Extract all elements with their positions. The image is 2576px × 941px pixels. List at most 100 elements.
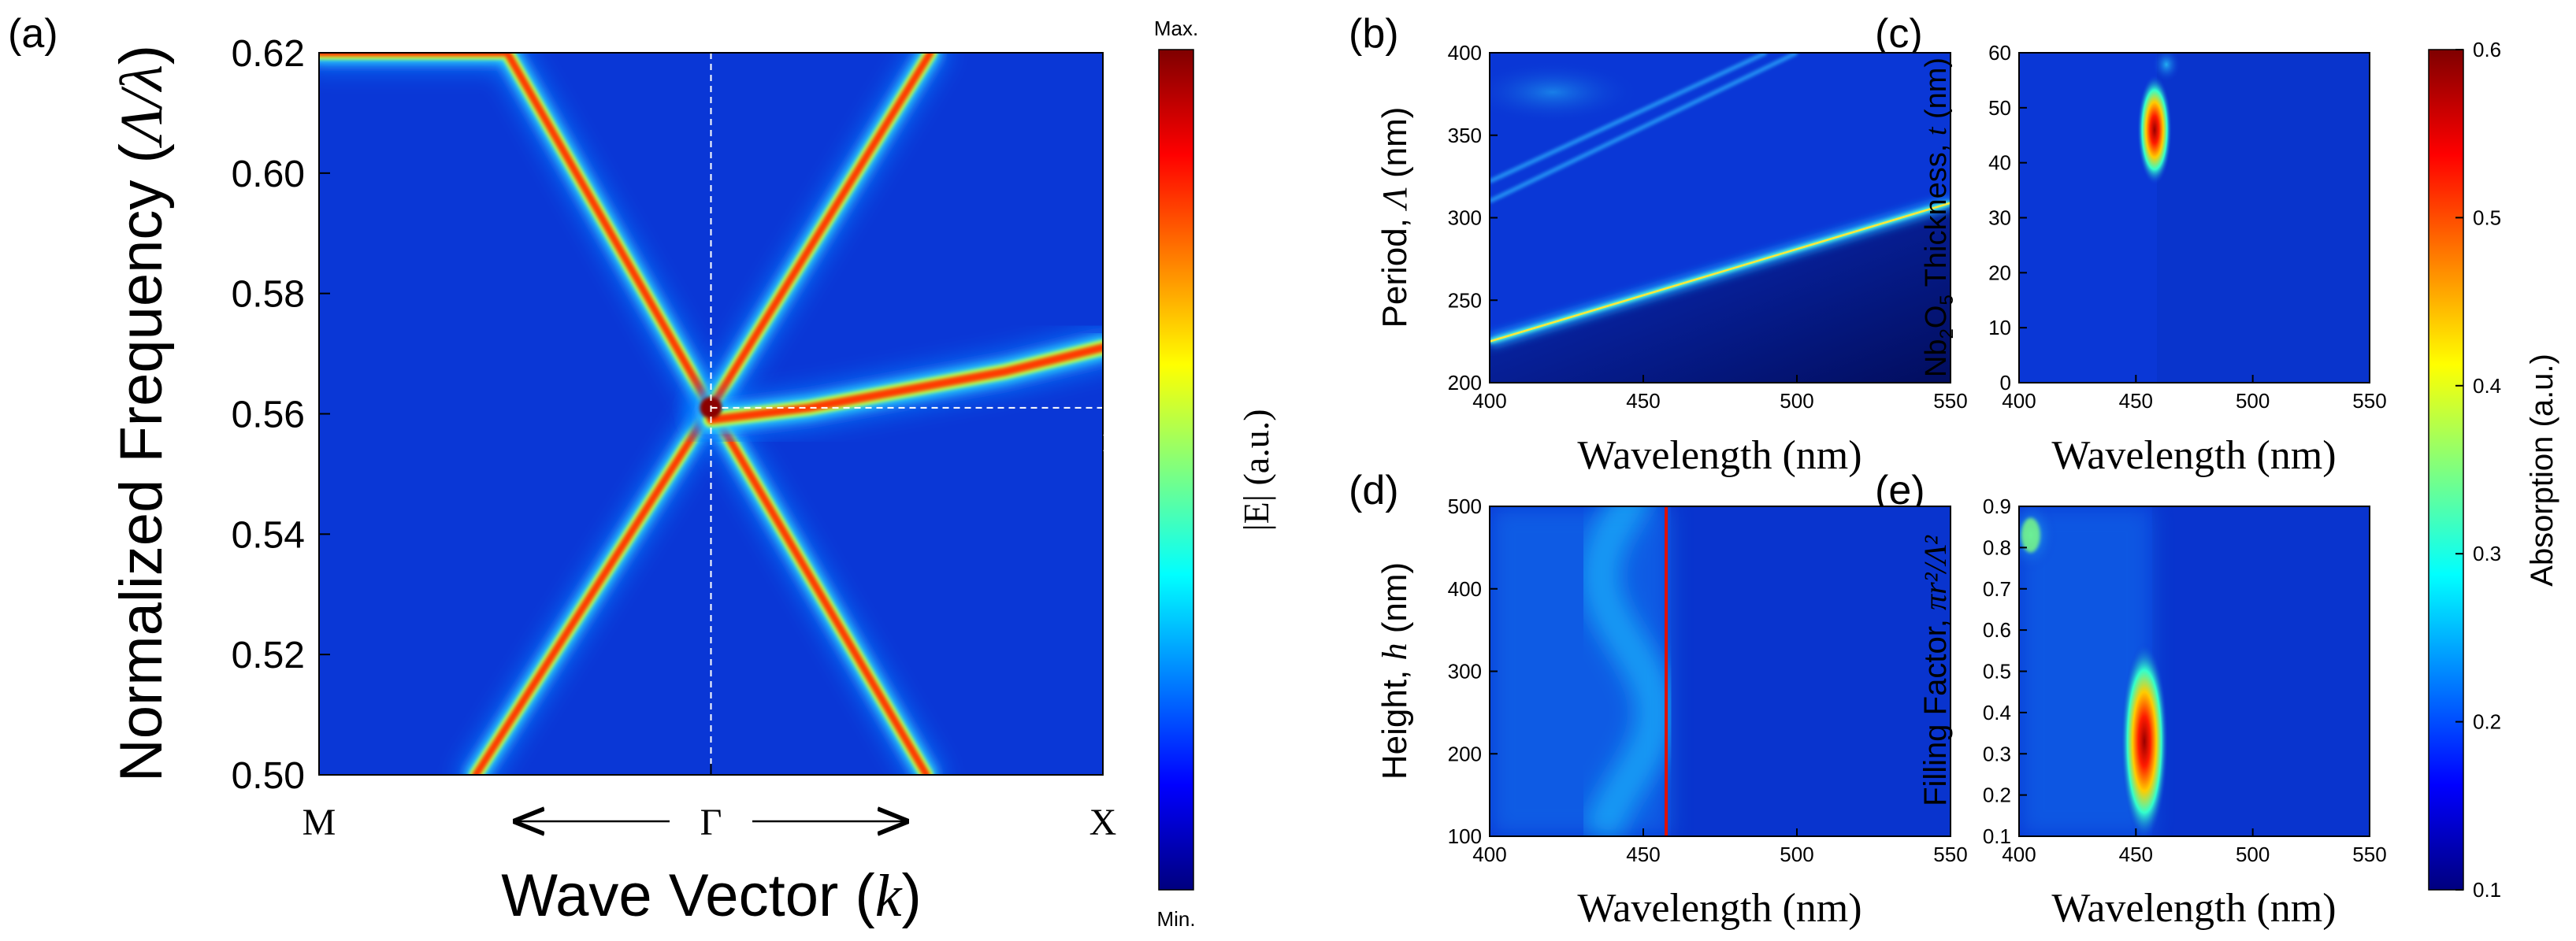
panel-b-ticks: 400 450 500 550 200 250 300 350 400 [1448,41,1968,413]
y-tick-label: 500 [1448,495,1482,518]
panel-a-x-tick-label: X [1089,802,1117,843]
y-tick-label: 0.6 [1983,618,2011,642]
panel-e-hotspot [2121,642,2169,836]
panel-b-resonance-core [1490,202,1951,343]
y-tick-label: 20 [1988,261,2011,284]
y-tick-label: 0.7 [1983,577,2011,601]
x-tick-label: 550 [1933,843,1967,866]
y-tick-label: 100 [1448,824,1482,848]
y-tick-label: 250 [1448,288,1482,312]
panel-c-y-axis-label: Nb2O5 Thickness, t (nm) [1920,57,1958,377]
y-tick-label: 50 [1988,96,2011,120]
panel-b-faint-line [1490,53,1798,203]
x-tick-label: 450 [1626,843,1660,866]
panel-label-d: (d) [1349,468,1399,513]
panel-c-darker-right [2157,53,2370,383]
panel-c-x-axis-label: Wavelength (nm) [2051,433,2336,478]
panel-e-darker-right [2152,506,2370,836]
panel-a-colorbar-label: |E| (a.u.) [1236,409,1276,531]
panel-a-x-tick-label: M [303,802,336,843]
panel-e-ticks: 400 450 500 550 0.1 0.2 0.3 0.4 0.5 0.6 0.7 0.8 0.9 [1983,495,2387,866]
panel-a-y-ticks: 0.50 0.52 0.54 0.56 0.58 0.60 0.62 [232,33,330,797]
y-tick-label: 400 [1448,577,1482,601]
panel-d-darker-right [1671,506,1951,836]
panel-d-y-axis-label: Height, h (nm) [1375,562,1414,780]
x-tick-label: 500 [1780,843,1813,866]
x-tick-label: 500 [1780,389,1813,413]
x-tick-label: 500 [2236,843,2270,866]
panel-a-y-tick-label: 0.58 [232,274,305,316]
panel-a-y-tick-label: 0.56 [232,395,305,436]
x-tick-label: 550 [2352,843,2386,866]
y-tick-label: 0.8 [1983,535,2011,559]
x-tick-label: 500 [2236,389,2270,413]
panel-b: 400 450 500 550 200 250 300 350 400 Wavelength (… [1375,41,1968,478]
band-left-rising-layer-3 [472,404,715,775]
panel-d-left-haze [1490,506,1672,836]
colorbar-tick-label: 0.6 [2473,38,2501,61]
panel-c-features [2137,53,2370,383]
band-right-rising-upper-layer-3 [707,53,934,412]
colorbar-tick-label: 0.2 [2473,710,2501,734]
absorption-colorbar-ticks: 0.1 0.2 0.3 0.4 0.5 0.6 [2455,38,2501,902]
x-tick-label: 550 [2352,389,2386,413]
panel-b-y-axis-label: Period, Λ (nm) [1375,107,1414,328]
y-tick-label: 60 [1988,41,2011,65]
panel-a-y-tick-label: 0.62 [232,33,305,75]
colorbar-tick-label: 0.3 [2473,542,2501,565]
panel-a-y-tick-label: 0.52 [232,635,305,676]
colorbar-tick-label: 0.1 [2473,878,2501,902]
panel-e-features [2019,506,2370,836]
x-tick-label: 550 [1933,389,1967,413]
y-tick-label: 0.9 [1983,495,2011,518]
panel-a-y-tick-label: 0.50 [232,755,305,797]
y-tick-label: 0.1 [1983,824,2011,848]
y-tick-label: 300 [1448,660,1482,684]
panel-label-c: (c) [1875,11,1923,57]
x-tick-label: 400 [2002,843,2036,866]
panel-d-ticks: 400 450 500 550 100 200 300 400 500 [1448,495,1968,866]
panel-c-plot-area [2019,53,2370,383]
panel-a-bands [319,53,1103,775]
panel-e: 400 450 500 5500.10.20.30.40.50.60.70.80.9 … [1917,495,2387,931]
y-tick-label: 0.3 [1983,742,2011,765]
panel-e-corner-core [2021,517,2040,553]
panel-e-y-axis-label: Filling Factor, πr²/Λ² [1917,535,1953,806]
panel-d-features [1490,506,1951,836]
panel-b-features [1490,53,1951,383]
panel-a-y-tick-label: 0.54 [232,514,305,556]
x-tick-label: 450 [1626,389,1660,413]
panel-d-x-axis-label: Wavelength (nm) [1577,886,1861,931]
x-tick-label: 400 [2002,389,2036,413]
panel-c: 400 450 500 550 0 10 20 30 40 50 60 Wavelength (nm… [1920,41,2387,478]
colorbar-tick-label: 0.4 [2473,374,2501,398]
panel-b-corner-glow [1490,61,1639,124]
y-tick-label: 300 [1448,206,1482,230]
colorbar-tick-label: 0.5 [2473,206,2501,229]
x-tick-label: 400 [1472,843,1506,866]
panel-d: 400 450 500 550 100 200 300 400 500 Wavelength (… [1375,495,1968,931]
x-tick-label: 450 [2119,843,2153,866]
panel-b-x-axis-label: Wavelength (nm) [1577,433,1861,478]
y-tick-label: 30 [1988,206,2011,230]
panel-a-colorbar [1158,49,1194,891]
panel-label-b: (b) [1349,11,1399,57]
band-flat-gamma1-layer-3 [707,343,1103,424]
absorption-colorbar-label: Absorption (a.u.) [2525,354,2559,587]
panel-c-hotspot [2137,74,2173,185]
panel-a-gamma1-annotation: Γ1 [1103,428,1127,462]
panel-a-colorbar-min: Min. [1156,907,1195,931]
y-tick-label: 350 [1448,124,1482,147]
panel-c-top-glow [2152,53,2181,82]
band-left-falling-upper-layer-3 [319,53,715,412]
panel-a-x-axis-label: Wave Vector (k) [501,862,922,929]
absorption-colorbar-gradient [2428,49,2464,891]
y-tick-label: 200 [1448,371,1482,395]
x-tick-label: 450 [2119,389,2153,413]
y-tick-label: 0.5 [1983,660,2011,684]
y-tick-label: 10 [1988,316,2011,339]
panel-a-x-tick-label: Γ [700,802,722,843]
panel-a-y-axis-label: Normalized Frequency (Λ/λ) [108,45,175,782]
